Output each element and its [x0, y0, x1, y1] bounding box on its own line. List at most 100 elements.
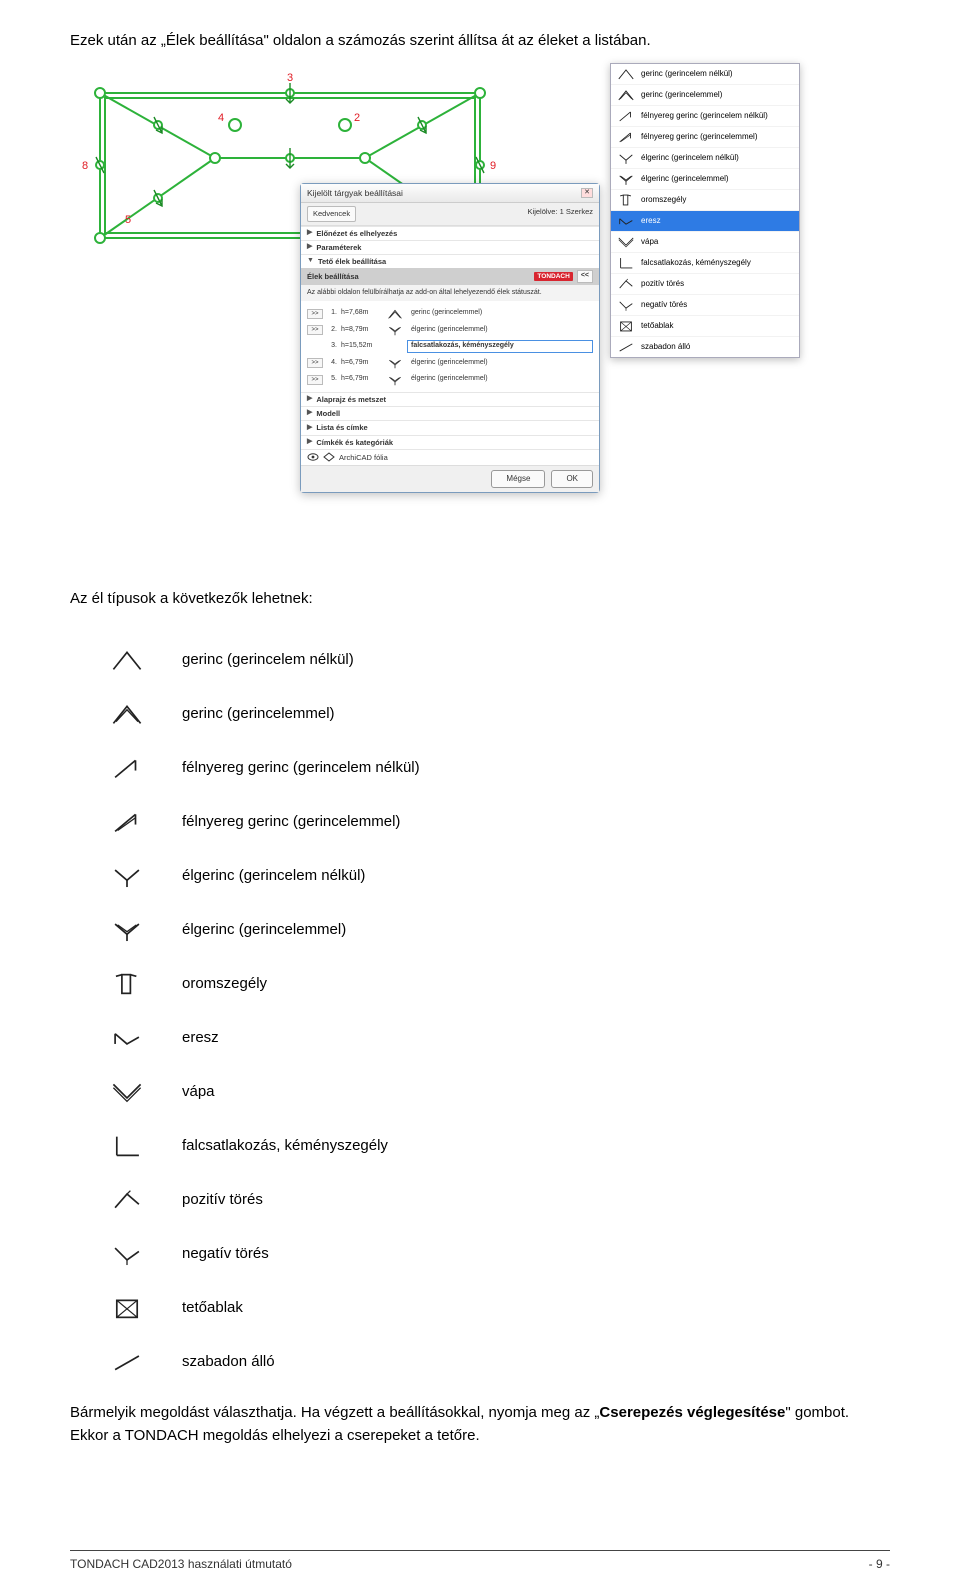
- popup-item-label: élgerinc (gerincelemmel): [641, 173, 729, 185]
- popup-item[interactable]: eresz: [611, 211, 799, 232]
- popup-item-label: félnyereg gerinc (gerincelemmel): [641, 131, 758, 143]
- type-item: oromszegély: [185, 969, 890, 999]
- tree-item-params[interactable]: Paraméterek: [316, 242, 361, 253]
- type-label: élgerinc (gerincelem nélkül): [182, 865, 365, 888]
- type-icon-eresz: [110, 1023, 144, 1053]
- popup-item[interactable]: félnyereg gerinc (gerincelem nélkül): [611, 106, 799, 127]
- popup-item-label: élgerinc (gerincelem nélkül): [641, 152, 739, 164]
- edge-list: >> 1. h=7,68m gerinc (gerincelemmel) >> …: [301, 301, 599, 392]
- edge-row[interactable]: >> 4. h=6,79m élgerinc (gerincelemmel): [307, 355, 593, 372]
- popup-item[interactable]: szabadon álló: [611, 337, 799, 357]
- edge-type-label[interactable]: gerinc (gerincelemmel): [407, 307, 593, 320]
- type-item: negatív törés: [185, 1239, 890, 1269]
- type-list: gerinc (gerincelem nélkül) gerinc (gerin…: [185, 645, 890, 1377]
- edge-length: h=7,68m: [341, 308, 383, 319]
- type-item: gerinc (gerincelem nélkül): [185, 645, 890, 675]
- edge-row[interactable]: >> 3. h=15,52m falcsatlakozás, kéménysze…: [307, 338, 593, 355]
- edge-type-label[interactable]: falcsatlakozás, kéményszegély: [407, 340, 593, 353]
- popup-item-label: gerinc (gerincelem nélkül): [641, 68, 733, 80]
- tree-item-preview[interactable]: Előnézet és elhelyezés: [316, 228, 397, 239]
- edge-type-label[interactable]: élgerinc (gerincelemmel): [407, 324, 593, 337]
- popup-item[interactable]: pozitív törés: [611, 274, 799, 295]
- intro-text: Ezek után az „Élek beállítása" oldalon a…: [70, 30, 890, 53]
- popup-item[interactable]: élgerinc (gerincelemmel): [611, 169, 799, 190]
- edge-type-icon: [387, 374, 403, 386]
- type-label: félnyereg gerinc (gerincelemmel): [182, 811, 400, 834]
- popup-item[interactable]: oromszegély: [611, 190, 799, 211]
- roof-label-2: 2: [354, 112, 360, 124]
- edge-row[interactable]: >> 1. h=7,68m gerinc (gerincelemmel): [307, 305, 593, 322]
- type-item: pozitív törés: [185, 1185, 890, 1215]
- type-item: falcsatlakozás, kéményszegély: [185, 1131, 890, 1161]
- favorites-button[interactable]: Kedvencek: [307, 206, 356, 221]
- roof-label-9: 9: [490, 160, 496, 172]
- edge-type-icon: [387, 324, 403, 336]
- type-item: félnyereg gerinc (gerincelemmel): [185, 807, 890, 837]
- close-icon[interactable]: ✕: [581, 188, 593, 198]
- popup-item[interactable]: falcsatlakozás, kéményszegély: [611, 253, 799, 274]
- popup-item[interactable]: élgerinc (gerincelem nélkül): [611, 148, 799, 169]
- edge-length: h=8,79m: [341, 325, 383, 336]
- page-footer: TONDACH CAD2013 használati útmutató - 9 …: [70, 1550, 890, 1573]
- ok-button[interactable]: OK: [551, 470, 593, 488]
- type-icon-gerinc-elemmel: [110, 699, 144, 729]
- type-item: eresz: [185, 1023, 890, 1053]
- jump-icon[interactable]: >>: [307, 309, 323, 319]
- edge-number: 2.: [327, 325, 337, 336]
- collapse-button[interactable]: <<: [577, 270, 593, 283]
- type-icon-felnyereg-elemmel: [110, 807, 144, 837]
- popup-item[interactable]: vápa: [611, 232, 799, 253]
- popup-item[interactable]: félnyereg gerinc (gerincelemmel): [611, 127, 799, 148]
- edge-length: h=6,79m: [341, 374, 383, 385]
- type-label: oromszegély: [182, 973, 267, 996]
- tree-item-model[interactable]: Modell: [316, 408, 340, 419]
- eye-icon[interactable]: [307, 452, 319, 462]
- roof-label-4: 4: [218, 112, 224, 124]
- popup-item[interactable]: gerinc (gerincelem nélkül): [611, 64, 799, 85]
- type-item: szabadon álló: [185, 1347, 890, 1377]
- tree-item-cimkek[interactable]: Címkék és kategóriák: [316, 437, 393, 448]
- roof-label-8: 8: [82, 160, 88, 172]
- edge-row[interactable]: >> 2. h=8,79m élgerinc (gerincelemmel): [307, 322, 593, 339]
- popup-item[interactable]: tetőablak: [611, 316, 799, 337]
- popup-item-label: oromszegély: [641, 194, 686, 206]
- jump-icon[interactable]: >>: [307, 375, 323, 385]
- tree-item-lista[interactable]: Lista és címke: [316, 422, 367, 433]
- type-icon-falcsatlakozas: [110, 1131, 144, 1161]
- type-icon-szabadon-allo: [110, 1347, 144, 1377]
- type-icon-vapa: [110, 1077, 144, 1107]
- tree-item-floorplan[interactable]: Alaprajz és metszet: [316, 394, 386, 405]
- type-icon-tetoablak: [110, 1293, 144, 1323]
- edge-type-label[interactable]: élgerinc (gerincelemmel): [407, 357, 593, 370]
- type-label: vápa: [182, 1081, 215, 1104]
- type-icon-negativ-tores: [110, 1239, 144, 1269]
- edge-type-label[interactable]: élgerinc (gerincelemmel): [407, 373, 593, 386]
- type-label: negatív törés: [182, 1243, 269, 1266]
- tree-item-roof[interactable]: Tető élek beállítása: [318, 256, 386, 267]
- popup-item-label: tetőablak: [641, 320, 673, 332]
- edge-type-icon: [387, 357, 403, 369]
- elek-header-text: Élek beállítása: [307, 271, 359, 282]
- popup-item[interactable]: gerinc (gerincelemmel): [611, 85, 799, 106]
- edge-number: 3.: [327, 341, 337, 352]
- dialog-title-text: Kijelölt tárgyak beállításai: [307, 187, 403, 200]
- selection-count-text: Kijelölve: 1 Szerkez: [528, 206, 593, 221]
- figure-block: 3 4 2 8 9 5 Kijelölt tárgyak beállításai…: [70, 63, 890, 563]
- type-icon-gerinc-nelkul: [110, 645, 144, 675]
- layer-icon[interactable]: [323, 452, 335, 462]
- type-label: gerinc (gerincelem nélkül): [182, 649, 354, 672]
- footer-left: TONDACH CAD2013 használati útmutató: [70, 1555, 292, 1573]
- type-item: élgerinc (gerincelemmel): [185, 915, 890, 945]
- cancel-button[interactable]: Mégse: [491, 470, 545, 488]
- tondach-badge: TONDACH: [534, 272, 572, 282]
- jump-icon[interactable]: >>: [307, 325, 323, 335]
- jump-icon[interactable]: >>: [307, 358, 323, 368]
- edge-type-popup: gerinc (gerincelem nélkül) gerinc (gerin…: [610, 63, 800, 358]
- edge-row[interactable]: >> 5. h=6,79m élgerinc (gerincelemmel): [307, 371, 593, 388]
- type-label: falcsatlakozás, kéményszegély: [182, 1135, 388, 1158]
- popup-item[interactable]: negatív törés: [611, 295, 799, 316]
- popup-item-label: vápa: [641, 236, 658, 248]
- type-item: vápa: [185, 1077, 890, 1107]
- popup-item-label: pozitív törés: [641, 278, 684, 290]
- settings-dialog: Kijelölt tárgyak beállításai ✕ Kedvencek…: [300, 183, 600, 494]
